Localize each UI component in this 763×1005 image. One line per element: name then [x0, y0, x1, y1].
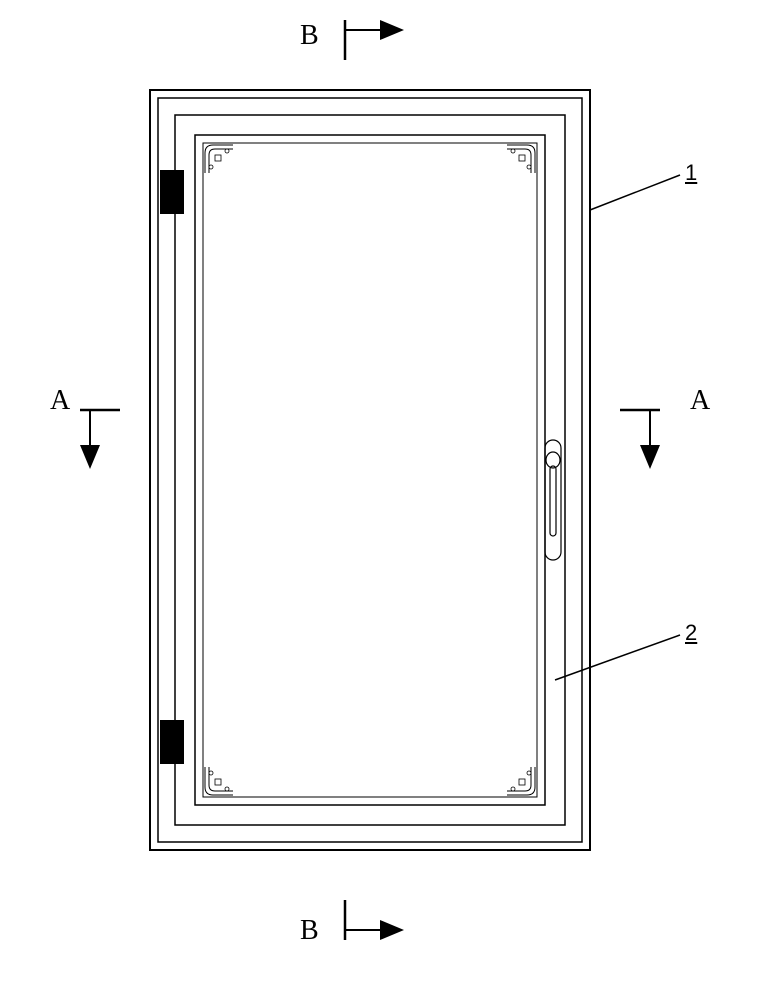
- corner-bracket-bl: [205, 767, 233, 795]
- section-label-b-top: B: [300, 20, 319, 52]
- corner-bracket-tr: [507, 145, 535, 173]
- section-label-a-left: A: [50, 385, 70, 417]
- technical-drawing: B B A A 1 2: [0, 0, 763, 1000]
- section-label-a-right: A: [690, 385, 710, 417]
- section-a-right: [620, 410, 660, 465]
- hinge-top: [160, 170, 184, 214]
- hinge-bottom: [160, 720, 184, 764]
- section-label-b-bottom: B: [300, 915, 319, 947]
- callout-1: 1: [685, 160, 697, 186]
- corner-bracket-br: [507, 767, 535, 795]
- corner-bracket-tl: [205, 145, 233, 173]
- drawing-svg: [0, 0, 763, 1000]
- leader-2: [555, 635, 680, 680]
- outer-frame-inner: [158, 98, 582, 842]
- section-b-top: [345, 20, 400, 60]
- leader-1: [590, 175, 680, 210]
- callout-2: 2: [685, 620, 697, 646]
- section-a-left: [80, 410, 120, 465]
- handle: [545, 440, 561, 560]
- sash-inner2: [203, 143, 537, 797]
- outer-frame: [150, 90, 590, 850]
- sash-inner: [195, 135, 545, 805]
- section-b-bottom: [345, 900, 400, 940]
- sash-outer: [175, 115, 565, 825]
